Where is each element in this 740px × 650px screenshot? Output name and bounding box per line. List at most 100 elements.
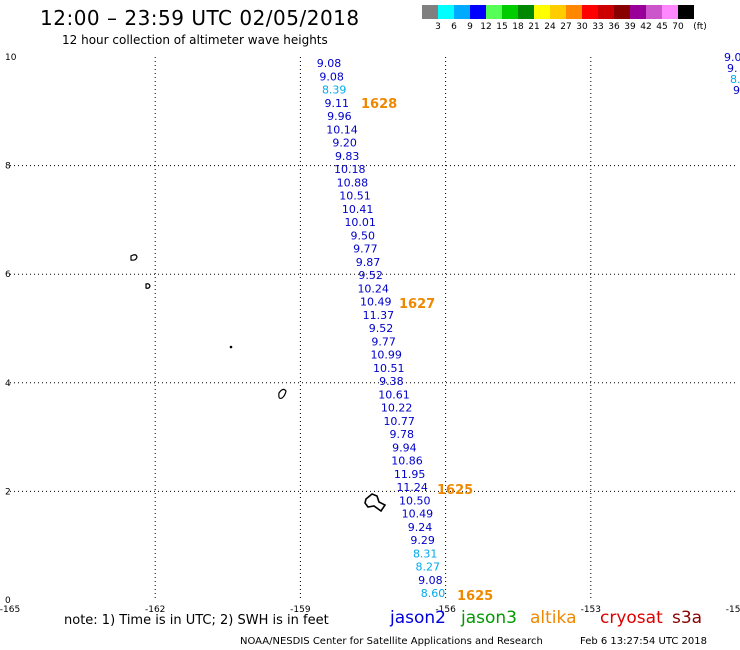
page-title: 12:00 – 23:59 UTC 02/05/2018 [40, 6, 360, 30]
swh-value: 9.20 [332, 137, 357, 150]
altimeter-track: 9.089.088.399.119.9610.149.209.8310.1810… [317, 57, 446, 600]
legend-label: (ft) [693, 22, 707, 32]
legend-label: 33 [592, 22, 604, 32]
y-tick-label: 0 [5, 596, 11, 606]
swh-value: 9.78 [390, 428, 415, 441]
y-tick-label: 8 [5, 162, 11, 172]
map-grid [10, 57, 736, 600]
swh-value: 10.49 [402, 508, 434, 521]
swh-value: 10.41 [342, 203, 374, 216]
legend-swatch [662, 5, 678, 19]
island-oahu [229, 345, 233, 349]
swh-value-edge: 8. [730, 73, 740, 86]
color-legend [422, 5, 694, 19]
swh-value: 9.52 [358, 269, 383, 282]
swh-value-edge: 9.0 [724, 51, 740, 64]
x-tick-label: -159 [290, 605, 311, 615]
swh-value: 11.37 [363, 309, 395, 322]
legend-label: 24 [544, 22, 556, 32]
legend-swatch [486, 5, 502, 19]
swh-value: 10.24 [357, 282, 389, 295]
legend-label: 30 [576, 22, 588, 32]
legend-swatch [470, 5, 486, 19]
pass-time-label: 1625 [457, 589, 493, 604]
legend-swatch [598, 5, 614, 19]
y-tick-label: 2 [5, 487, 11, 497]
swh-value: 9.87 [356, 256, 381, 269]
swh-value: 9.08 [317, 57, 342, 70]
note-text: note: 1) Time is in UTC; 2) SWH is in fe… [64, 613, 329, 628]
swh-value: 10.14 [326, 123, 358, 136]
island-molokai [278, 388, 287, 400]
pass-time-label: 1627 [399, 297, 435, 312]
legend-label: 15 [496, 22, 508, 32]
swh-value: 9.38 [379, 375, 404, 388]
swh-value-edge: 9 [733, 84, 740, 97]
legend-label: 3 [435, 22, 441, 32]
legend-swatch [550, 5, 566, 19]
swh-value: 10.51 [373, 362, 405, 375]
legend-label: 45 [656, 22, 668, 32]
legend-swatch [518, 5, 534, 19]
swh-value: 9.52 [369, 322, 394, 335]
x-tick-label: -153 [581, 605, 601, 615]
swh-value: 10.61 [378, 388, 410, 401]
swh-value: 9.24 [408, 521, 433, 534]
y-tick-label: 6 [5, 270, 11, 280]
swh-value-edge: 9. [727, 62, 738, 75]
swh-value: 10.86 [391, 455, 423, 468]
satellite-s3a: s3a [672, 608, 703, 628]
satellite-jason2: jason2 [390, 608, 446, 628]
axis-ticks: -165 -162 -159 -156 -153 -150 0 2 4 6 8 10 [0, 53, 740, 615]
y-tick-label: 4 [5, 379, 11, 389]
legend-label: 70 [672, 22, 684, 32]
satellite-altika: altika [530, 608, 577, 628]
footer-timestamp: Feb 6 13:27:54 UTC 2018 [580, 636, 707, 647]
swh-value: 9.77 [371, 335, 396, 348]
legend-label: 39 [624, 22, 636, 32]
legend-swatch [630, 5, 646, 19]
swh-value: 8.31 [413, 547, 438, 560]
swh-value: 8.27 [416, 561, 441, 574]
island-hawaii [364, 493, 387, 513]
legend-label: 18 [512, 22, 524, 32]
legend-swatch [534, 5, 550, 19]
swh-value: 9.83 [335, 150, 360, 163]
swh-value: 9.96 [327, 110, 352, 123]
swh-value: 9.94 [392, 441, 417, 454]
legend-label: 36 [608, 22, 620, 32]
swh-value: 10.77 [383, 415, 415, 428]
swh-value: 9.29 [410, 534, 435, 547]
swh-value: 9.08 [418, 574, 443, 587]
swh-value: 9.11 [325, 97, 350, 110]
island-kauai [145, 283, 151, 289]
swh-value: 11.24 [396, 481, 428, 494]
legend-swatch [422, 5, 438, 19]
swh-value: 10.18 [334, 163, 366, 176]
x-tick-label: -156 [435, 605, 456, 615]
legend-swatch [614, 5, 630, 19]
legend-swatch [502, 5, 518, 19]
pass-time-label: 1625 [437, 483, 473, 498]
legend-swatch [582, 5, 598, 19]
x-tick-label: -162 [145, 605, 165, 615]
legend-label: 6 [451, 22, 457, 32]
swh-value: 10.99 [370, 349, 402, 362]
swh-value: 10.49 [360, 296, 392, 309]
swh-value: 9.50 [351, 229, 376, 242]
swh-value: 10.22 [381, 402, 413, 415]
y-tick-label: 10 [5, 53, 17, 63]
swh-value: 10.01 [344, 216, 376, 229]
legend-swatch [678, 5, 694, 19]
satellite-cryosat: cryosat [600, 608, 663, 628]
legend-swatch [454, 5, 470, 19]
swh-value: 9.77 [353, 243, 378, 256]
legend-label: 12 [480, 22, 492, 32]
legend-label: 21 [528, 22, 540, 32]
swh-value: 9.08 [319, 70, 344, 83]
legend-swatch [646, 5, 662, 19]
swh-value: 11.95 [394, 468, 426, 481]
islands [130, 254, 387, 513]
satellite-jason3: jason3 [461, 608, 517, 628]
